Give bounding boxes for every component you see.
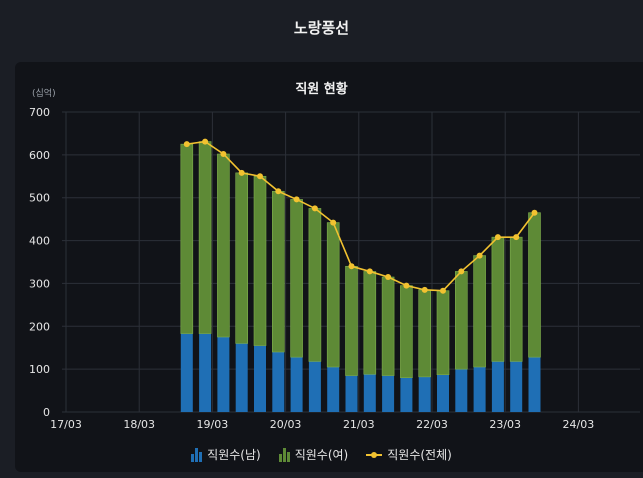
- y-axis-ticks: 0 100 200 300 400 500 600 700: [29, 106, 50, 419]
- y-tick-label: 500: [29, 192, 50, 205]
- legend-item-male[interactable]: 직원수(남): [191, 446, 261, 463]
- total-point[interactable]: [385, 274, 392, 280]
- bar-male[interactable]: [199, 333, 212, 412]
- bar-male[interactable]: [382, 375, 395, 412]
- total-point[interactable]: [183, 141, 190, 148]
- bar-female[interactable]: [400, 285, 413, 379]
- total-point[interactable]: [531, 209, 538, 216]
- bar-male[interactable]: [528, 357, 541, 412]
- y-tick-label: 700: [29, 106, 50, 119]
- bar-male[interactable]: [437, 374, 449, 412]
- bar-female[interactable]: [308, 208, 322, 362]
- bar-male[interactable]: [290, 357, 303, 412]
- page-title: 노랑풍선: [293, 19, 350, 37]
- bars: [180, 141, 541, 412]
- bar-female[interactable]: [363, 271, 377, 375]
- bar-male[interactable]: [345, 375, 358, 412]
- bar-male[interactable]: [510, 361, 523, 412]
- bar-female[interactable]: [253, 175, 267, 346]
- total-point[interactable]: [421, 286, 428, 293]
- y-unit-label: (십억): [32, 87, 56, 99]
- bar-male[interactable]: [254, 345, 266, 412]
- bar-female[interactable]: [473, 255, 486, 368]
- legend-item-female[interactable]: 직원수(여): [278, 446, 349, 463]
- bar-male[interactable]: [272, 352, 285, 412]
- bar-male[interactable]: [400, 377, 413, 412]
- bar-male[interactable]: [418, 376, 431, 412]
- bar-male[interactable]: [180, 333, 193, 412]
- y-tick-label: 200: [29, 320, 50, 333]
- y-tick-label: 0: [43, 406, 50, 419]
- total-line: [183, 138, 538, 294]
- legend-label-male: 직원수(남): [207, 448, 261, 462]
- x-tick-label: 24/03: [563, 418, 595, 431]
- bar-female[interactable]: [271, 190, 285, 353]
- x-tick-label: 18/03: [123, 418, 155, 431]
- bar-female[interactable]: [345, 265, 358, 376]
- total-point[interactable]: [330, 219, 337, 226]
- bar-female[interactable]: [528, 212, 541, 358]
- bar-female[interactable]: [454, 271, 468, 370]
- total-point[interactable]: [366, 268, 373, 275]
- total-point[interactable]: [403, 282, 410, 289]
- bar-chart-icon: [278, 447, 290, 462]
- legend-label-female: 직원수(여): [294, 448, 349, 462]
- bar-male[interactable]: [217, 337, 230, 412]
- y-tick-label: 300: [29, 277, 50, 290]
- total-point[interactable]: [293, 196, 300, 203]
- bar-male[interactable]: [455, 369, 468, 412]
- grid-lines: [62, 111, 640, 413]
- bar-male[interactable]: [473, 367, 486, 412]
- legend: 직원수(남) 직원수(여) 직원수(전체): [0, 446, 643, 463]
- bar-male[interactable]: [327, 367, 340, 412]
- bar-female[interactable]: [235, 172, 248, 344]
- bar-male[interactable]: [363, 374, 376, 412]
- total-point[interactable]: [440, 287, 446, 294]
- x-tick-label: 19/03: [197, 418, 229, 431]
- total-point[interactable]: [275, 188, 282, 195]
- total-point[interactable]: [220, 151, 227, 157]
- bar-female[interactable]: [290, 199, 303, 358]
- x-tick-label: 21/03: [343, 418, 375, 431]
- x-tick-label: 23/03: [489, 418, 521, 431]
- bar-female[interactable]: [436, 290, 450, 376]
- y-tick-label: 100: [29, 363, 50, 376]
- total-series-line: [186, 140, 536, 292]
- total-point[interactable]: [494, 234, 501, 241]
- y-tick-label: 400: [29, 235, 50, 248]
- total-point[interactable]: [311, 205, 318, 212]
- total-point[interactable]: [476, 252, 483, 259]
- bar-female[interactable]: [381, 276, 395, 376]
- bar-female[interactable]: [418, 289, 432, 378]
- bar-male[interactable]: [308, 361, 321, 412]
- x-tick-label: 17/03: [50, 418, 82, 431]
- y-tick-label: 600: [29, 149, 50, 162]
- bar-female[interactable]: [491, 236, 505, 362]
- x-tick-label: 20/03: [270, 418, 302, 431]
- chart-title: 직원 현황: [295, 82, 348, 97]
- bar-female[interactable]: [198, 141, 212, 334]
- total-point[interactable]: [513, 234, 520, 241]
- legend-item-total[interactable]: 직원수(전체): [366, 446, 452, 463]
- bar-female[interactable]: [326, 222, 340, 368]
- legend-label-total: 직원수(전체): [387, 448, 452, 462]
- total-point[interactable]: [458, 268, 465, 275]
- total-point[interactable]: [257, 173, 263, 180]
- bar-male[interactable]: [235, 343, 248, 412]
- line-marker-icon: [366, 450, 383, 460]
- x-axis-ticks: 17/03 18/03 19/03 20/03 21/03 22/03 23/03 24/03: [50, 418, 594, 431]
- total-point[interactable]: [238, 169, 245, 176]
- bar-female[interactable]: [180, 143, 194, 334]
- bar-female[interactable]: [509, 236, 523, 362]
- total-point[interactable]: [202, 138, 209, 145]
- bar-female[interactable]: [217, 153, 230, 338]
- total-point[interactable]: [348, 263, 355, 270]
- bar-chart-icon: [191, 447, 203, 462]
- bar-male[interactable]: [491, 361, 504, 412]
- x-tick-label: 22/03: [416, 418, 448, 431]
